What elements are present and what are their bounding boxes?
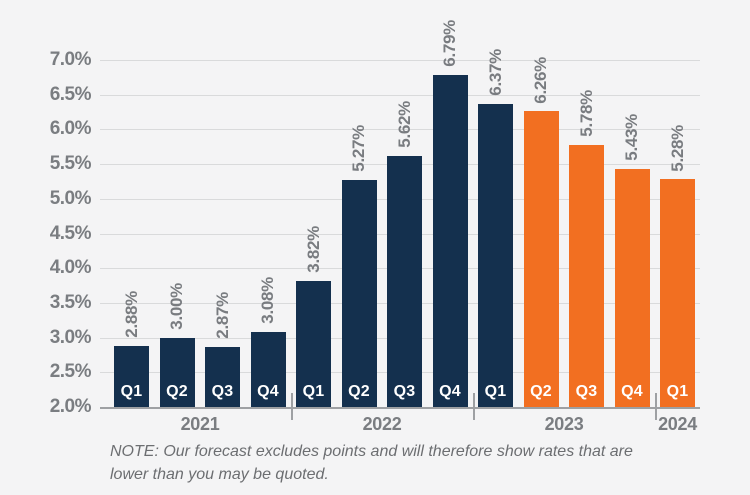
bar-Q2-2022-actual: Q2 <box>341 180 377 407</box>
year-label-2023: 2023 <box>544 414 584 434</box>
x-axis-baseline <box>100 407 700 409</box>
bar-quarter-label: Q4 <box>621 383 643 400</box>
bar-value-label: 5.27% <box>349 125 368 173</box>
y-tick-label: 6.5% <box>49 84 92 105</box>
bar-quarter-label: Q3 <box>211 383 234 400</box>
bar-cell-Q3-2021: Q3 2.87% <box>205 60 240 407</box>
bar-quarter-label: Q3 <box>575 383 598 400</box>
bar-cell-Q1-2022: Q1 3.82% <box>296 60 331 407</box>
bar-value-label: 3.82% <box>303 226 323 273</box>
bar-value-label: 6.37% <box>485 49 505 96</box>
bar-value-label: 3.00% <box>167 282 186 330</box>
bar-quarter-label: Q1 <box>302 383 325 400</box>
y-tick-label: 3.0% <box>49 327 92 348</box>
bar-cell-Q2-2022: Q2 5.27% <box>341 60 377 407</box>
bar-Q3-2023-forecast: Q3 <box>569 144 604 407</box>
gridline <box>100 60 700 61</box>
bars-row: Q1 2.88% Q2 3.00% Q3 2.87% Q4 3.08% Q1 3.82% Q2 5.2… <box>114 20 695 407</box>
bar-Q2-2023-forecast: Q2 <box>523 111 559 407</box>
bar-Q1-2024-forecast: Q1 <box>660 179 695 407</box>
bar-value-label: 6.26% <box>531 56 550 104</box>
bar-cell-Q3-2022: Q3 5.62% <box>387 60 422 407</box>
bar-quarter-label: Q1 <box>120 383 143 400</box>
y-tick-label: 5.5% <box>49 153 92 174</box>
bar-value-label: 5.43% <box>622 114 641 161</box>
bar-value-label: 5.28% <box>667 124 687 172</box>
y-tick-label: 2.5% <box>49 361 92 382</box>
y-tick-label: 3.5% <box>49 292 92 313</box>
bar-cell-Q1-2021: Q1 2.88% <box>114 60 149 407</box>
bar-quarter-label: Q2 <box>348 383 370 400</box>
gridline <box>100 95 700 96</box>
x-axis-year-band: 2021 2022 2023 2024 <box>100 393 700 439</box>
bar-Q3-2021-actual: Q3 <box>205 346 240 407</box>
bar-quarter-label: Q1 <box>666 383 689 400</box>
bar-value-label: 3.08% <box>258 277 277 324</box>
bar-value-label: 2.87% <box>212 291 232 339</box>
y-tick-label: 6.0% <box>49 118 92 139</box>
y-tick-label: 5.0% <box>49 188 92 209</box>
year-separator-tick <box>655 393 657 420</box>
y-tick-label: 7.0% <box>49 49 92 70</box>
bar-value-label: 6.79% <box>440 19 459 67</box>
gridline <box>100 129 700 130</box>
bar-value-label: 5.78% <box>576 90 596 137</box>
bar-Q4-2023-forecast: Q4 <box>614 169 650 407</box>
bar-value-label: 5.62% <box>394 101 414 148</box>
year-label-2021: 2021 <box>180 414 220 434</box>
bar-cell-Q1-2023: Q1 6.37% <box>478 49 513 407</box>
bar-Q2-2021-actual: Q2 <box>159 337 195 407</box>
bar-cell-Q3-2023: Q3 5.78% <box>569 60 604 407</box>
bar-Q1-2023-actual: Q1 <box>478 103 513 407</box>
bar-cell-Q4-2021: Q4 3.08% <box>250 60 286 407</box>
bar-quarter-label: Q3 <box>393 383 416 400</box>
bar-Q4-2022-actual: Q4 <box>432 74 468 407</box>
year-label-2022: 2022 <box>362 414 402 434</box>
footnote: NOTE: Our forecast excludes points and w… <box>110 443 633 483</box>
bar-Q1-2021-actual: Q1 <box>114 345 149 407</box>
y-tick-label: 4.5% <box>49 223 92 244</box>
year-separator-tick <box>291 393 293 420</box>
bar-Q1-2022-actual: Q1 <box>296 280 331 407</box>
bar-quarter-label: Q4 <box>439 383 461 400</box>
bar-quarter-label: Q2 <box>166 383 188 400</box>
y-tick-label: 4.0% <box>49 257 92 278</box>
bar-cell-Q2-2023: Q2 6.26% <box>523 56 559 407</box>
year-separator-tick <box>473 393 475 420</box>
bar-quarter-label: Q2 <box>530 383 552 400</box>
bar-cell-Q2-2021: Q2 3.00% <box>159 60 195 407</box>
year-label-2024: 2024 <box>658 414 697 434</box>
bar-quarter-label: Q1 <box>484 383 507 400</box>
bar-cell-Q4-2023: Q4 5.43% <box>614 60 650 407</box>
bar-Q4-2021-actual: Q4 <box>250 332 286 407</box>
bar-value-label: 2.88% <box>121 291 141 338</box>
bar-quarter-label: Q4 <box>257 383 279 400</box>
bar-cell-Q1-2024: Q1 5.28% <box>660 60 695 407</box>
y-tick-label: 2.0% <box>49 396 92 417</box>
plot-area: 7.0% 6.5% 6.0% 5.5% 5.0% 4.5% 4.0% 3.5% 3.0% 2.5%… <box>50 20 700 417</box>
bar-Q3-2022-actual: Q3 <box>387 155 422 407</box>
bar-cell-Q4-2022: Q4 6.79% <box>432 20 468 407</box>
